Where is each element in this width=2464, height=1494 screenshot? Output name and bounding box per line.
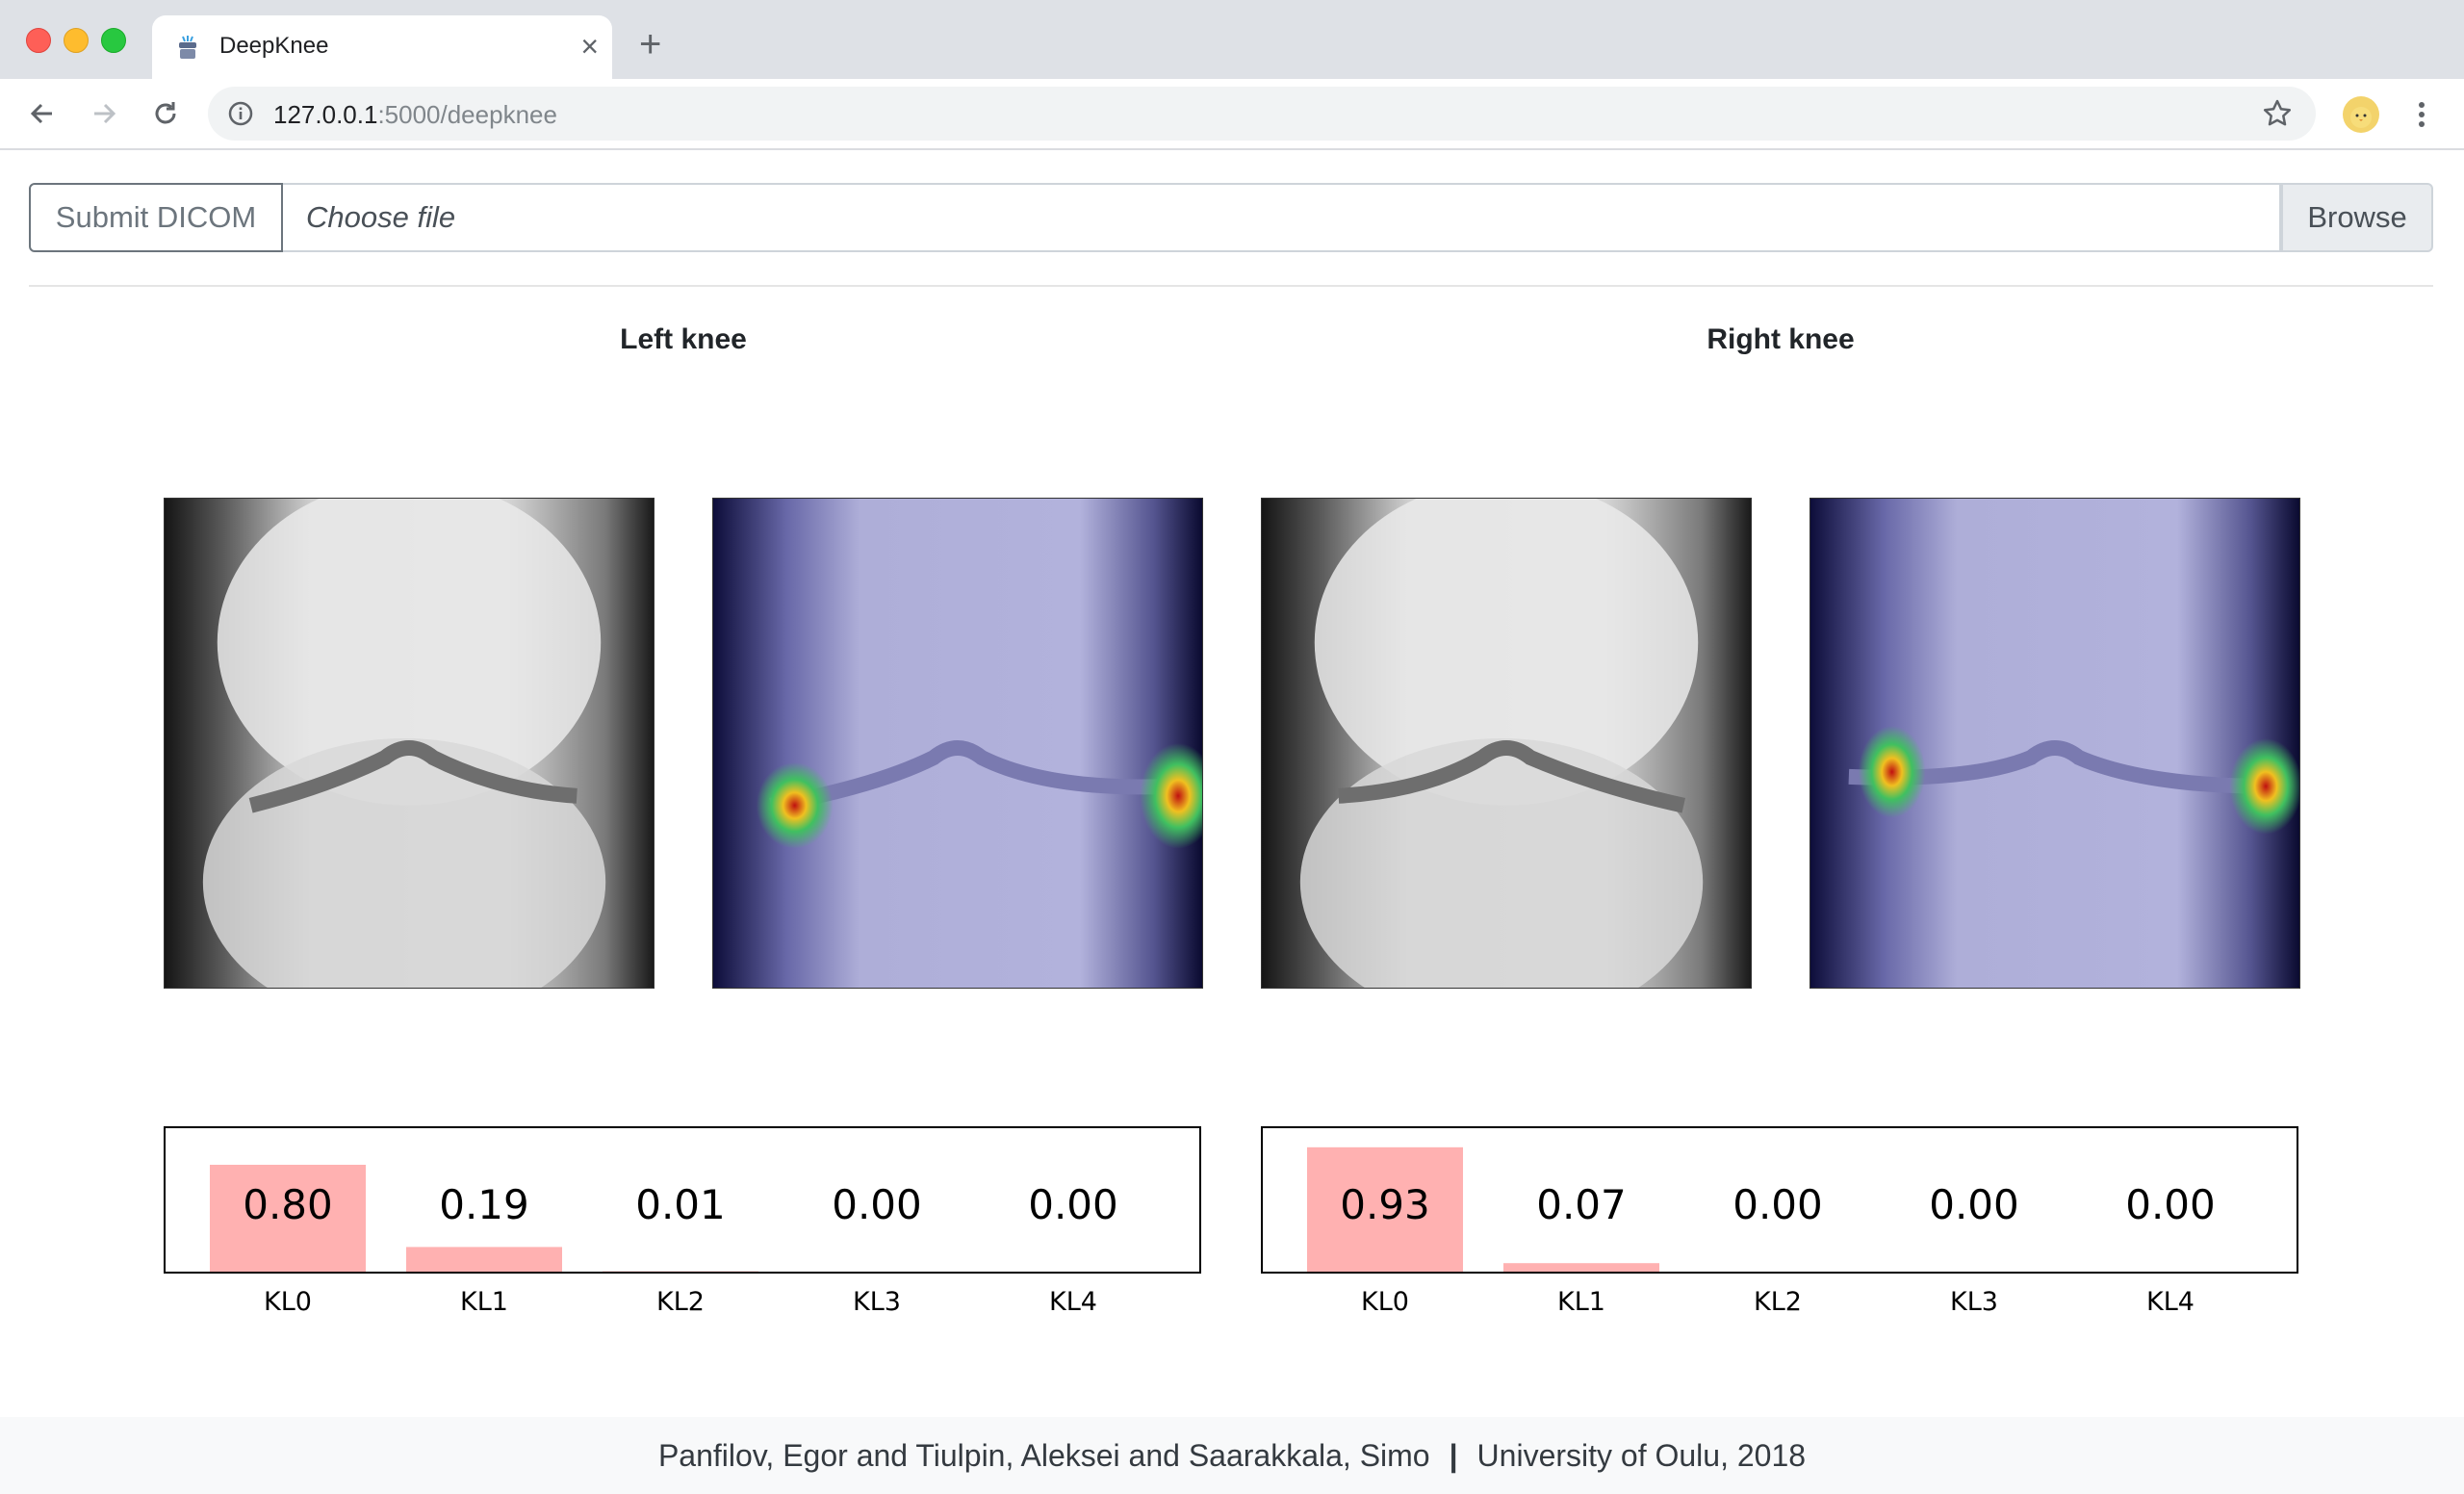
right-knee-kl-chart: 0.93 0.07 0.00 0.00 0.00 xyxy=(1261,1126,2298,1274)
x-tick-label: KL4 xyxy=(2146,1287,2194,1317)
x-tick-label: KL3 xyxy=(853,1287,901,1317)
bookmark-star-icon[interactable] xyxy=(2262,98,2293,129)
site-info-icon[interactable] xyxy=(227,100,254,127)
divider xyxy=(29,285,2433,287)
close-window-button[interactable] xyxy=(26,28,51,53)
footer: Panfilov, Egor and Tiulpin, Aleksei and … xyxy=(0,1417,2464,1494)
left-knee-xray xyxy=(164,498,654,989)
x-tick-label: KL2 xyxy=(656,1287,705,1317)
x-tick-label: KL4 xyxy=(1049,1287,1097,1317)
address-bar[interactable]: 127.0.0.1:5000/deepknee xyxy=(208,87,2316,141)
bar-value-label: 0.01 xyxy=(635,1181,726,1228)
maximize-window-button[interactable] xyxy=(101,28,126,53)
minimize-window-button[interactable] xyxy=(64,28,89,53)
browser-toolbar: 127.0.0.1:5000/deepknee xyxy=(0,79,2464,150)
tab-title: DeepKnee xyxy=(219,33,329,59)
browse-button[interactable]: Browse xyxy=(2281,183,2433,252)
forward-arrow-icon[interactable] xyxy=(87,96,121,131)
url-host: 127.0.0.1 xyxy=(273,100,378,129)
file-chooser-input[interactable]: Choose file xyxy=(283,183,2281,252)
browser-menu-icon[interactable] xyxy=(2408,96,2435,133)
browser-tab[interactable]: DeepKnee × xyxy=(152,15,612,79)
browser-tab-strip: DeepKnee × + xyxy=(0,0,2464,79)
footer-authors: Panfilov, Egor and Tiulpin, Aleksei and … xyxy=(657,1437,1430,1473)
reload-icon[interactable] xyxy=(148,96,183,131)
chart-frame xyxy=(164,1126,1201,1274)
x-tick-label: KL0 xyxy=(264,1287,312,1317)
back-arrow-icon[interactable] xyxy=(25,96,60,131)
left-knee-title: Left knee xyxy=(620,323,747,355)
bar-kl0 xyxy=(1307,1146,1463,1273)
left-knee-heatmap xyxy=(712,498,1203,989)
bar-value-label: 0.19 xyxy=(439,1181,529,1228)
footer-separator: | xyxy=(1449,1437,1458,1473)
bar-kl1 xyxy=(1503,1263,1659,1273)
chick-avatar-icon xyxy=(2350,107,2372,128)
right-knee-xray xyxy=(1261,498,1752,989)
x-tick-label: KL3 xyxy=(1950,1287,1998,1317)
bar-kl0 xyxy=(210,1165,366,1273)
knee-favicon-icon xyxy=(179,36,196,59)
left-knee-kl-chart: 0.80 0.19 0.01 0.00 0.00 xyxy=(164,1126,1201,1274)
x-tick-label: KL0 xyxy=(1361,1287,1409,1317)
profile-avatar[interactable] xyxy=(2343,96,2379,133)
chart-frame xyxy=(1261,1126,2298,1274)
x-tick-label: KL1 xyxy=(460,1287,508,1317)
footer-affiliation: University of Oulu, 2018 xyxy=(1476,1437,1807,1473)
new-tab-icon[interactable]: + xyxy=(639,23,662,65)
bar-value-label: 0.80 xyxy=(243,1181,333,1228)
bar-value-label: 0.00 xyxy=(2125,1181,2216,1228)
x-tick-label: KL2 xyxy=(1754,1287,1802,1317)
bar-kl1 xyxy=(406,1247,562,1273)
bar-value-label: 0.93 xyxy=(1340,1181,1430,1228)
bar-value-label: 0.07 xyxy=(1536,1181,1627,1228)
submit-dicom-button[interactable]: Submit DICOM xyxy=(29,183,283,252)
bar-value-label: 0.00 xyxy=(1732,1181,1823,1228)
bar-value-label: 0.00 xyxy=(1028,1181,1118,1228)
dicom-upload-form: Submit DICOM Choose file Browse xyxy=(29,183,2433,252)
url-path: :5000/deepknee xyxy=(377,100,557,129)
bar-value-label: 0.00 xyxy=(1929,1181,2019,1228)
url-text: 127.0.0.1:5000/deepknee xyxy=(273,100,557,130)
right-knee-heatmap xyxy=(1810,498,2300,989)
right-knee-title: Right knee xyxy=(1707,323,1855,355)
x-tick-label: KL1 xyxy=(1557,1287,1605,1317)
bar-value-label: 0.00 xyxy=(832,1181,922,1228)
close-tab-icon[interactable]: × xyxy=(580,29,599,64)
